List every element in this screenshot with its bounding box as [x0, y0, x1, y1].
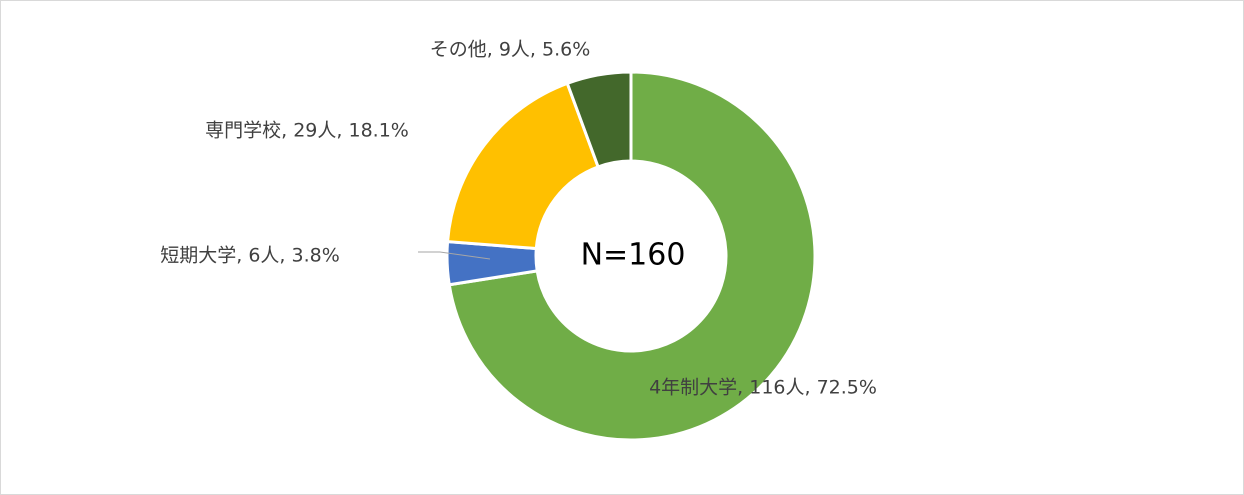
- data-label: 4年制大学, 116人, 72.5%: [649, 377, 877, 399]
- center-label: N=160: [581, 238, 686, 273]
- donut-slice: [445, 81, 601, 251]
- donut-slice: [447, 70, 817, 442]
- data-label: その他, 9人, 5.6%: [430, 39, 591, 61]
- leader-line: [418, 251, 491, 260]
- data-label: 短期大学, 6人, 3.8%: [160, 245, 340, 267]
- data-label: 専門学校, 29人, 18.1%: [205, 120, 409, 142]
- donut-slice: [565, 70, 633, 169]
